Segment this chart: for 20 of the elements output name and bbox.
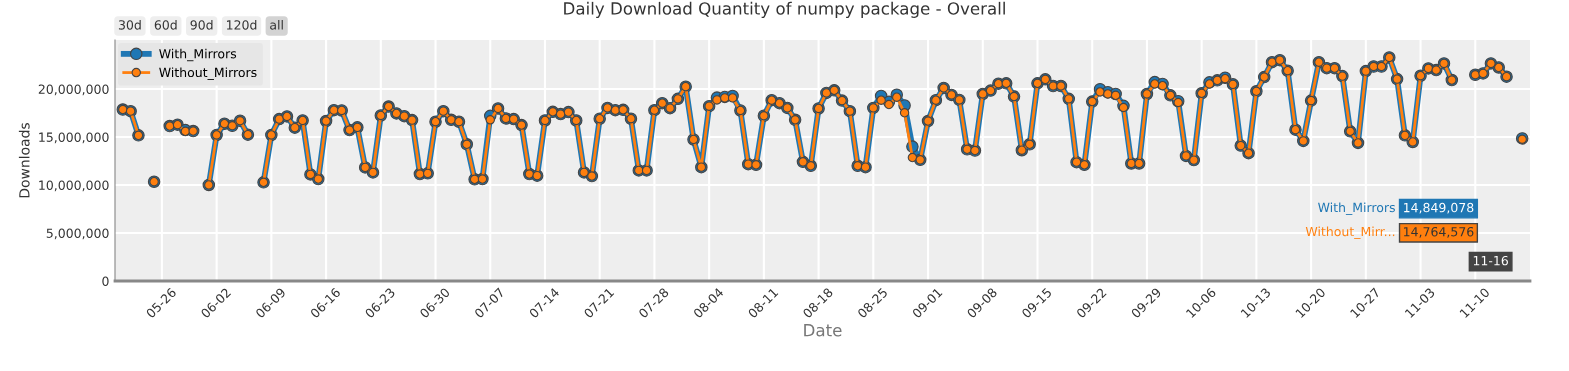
text: 30d [118, 19, 141, 30]
text: all [270, 19, 283, 30]
annotation: 14,849,078 [1404, 202, 1474, 214]
text: 60d [154, 19, 177, 30]
y-tick-label: 20,000,000 [38, 84, 109, 96]
annotation: With_Mirrors [1318, 202, 1395, 215]
chart-title: Daily Download Quantity of numpy package - Overall [564, 1, 1005, 18]
annotation: 14,764,576 [1404, 226, 1474, 238]
legend-label: With_Mirrors [159, 48, 237, 62]
y-axis-title: Downloads [18, 123, 30, 198]
x-axis-title: Date [804, 324, 842, 337]
text: 120d [227, 19, 257, 30]
legend-label: Without_Mirrors [159, 67, 257, 80]
text: 90d [190, 19, 213, 30]
y-tick-label: 10,000,000 [39, 180, 109, 192]
y-tick-label: 5,000,000 [46, 228, 109, 240]
annotation: Without_Mirr... [1305, 226, 1395, 240]
y-tick-label: 15,000,000 [39, 132, 109, 144]
y-tick-label: 0 [102, 276, 109, 286]
annotation: 11-16 [1473, 255, 1508, 266]
